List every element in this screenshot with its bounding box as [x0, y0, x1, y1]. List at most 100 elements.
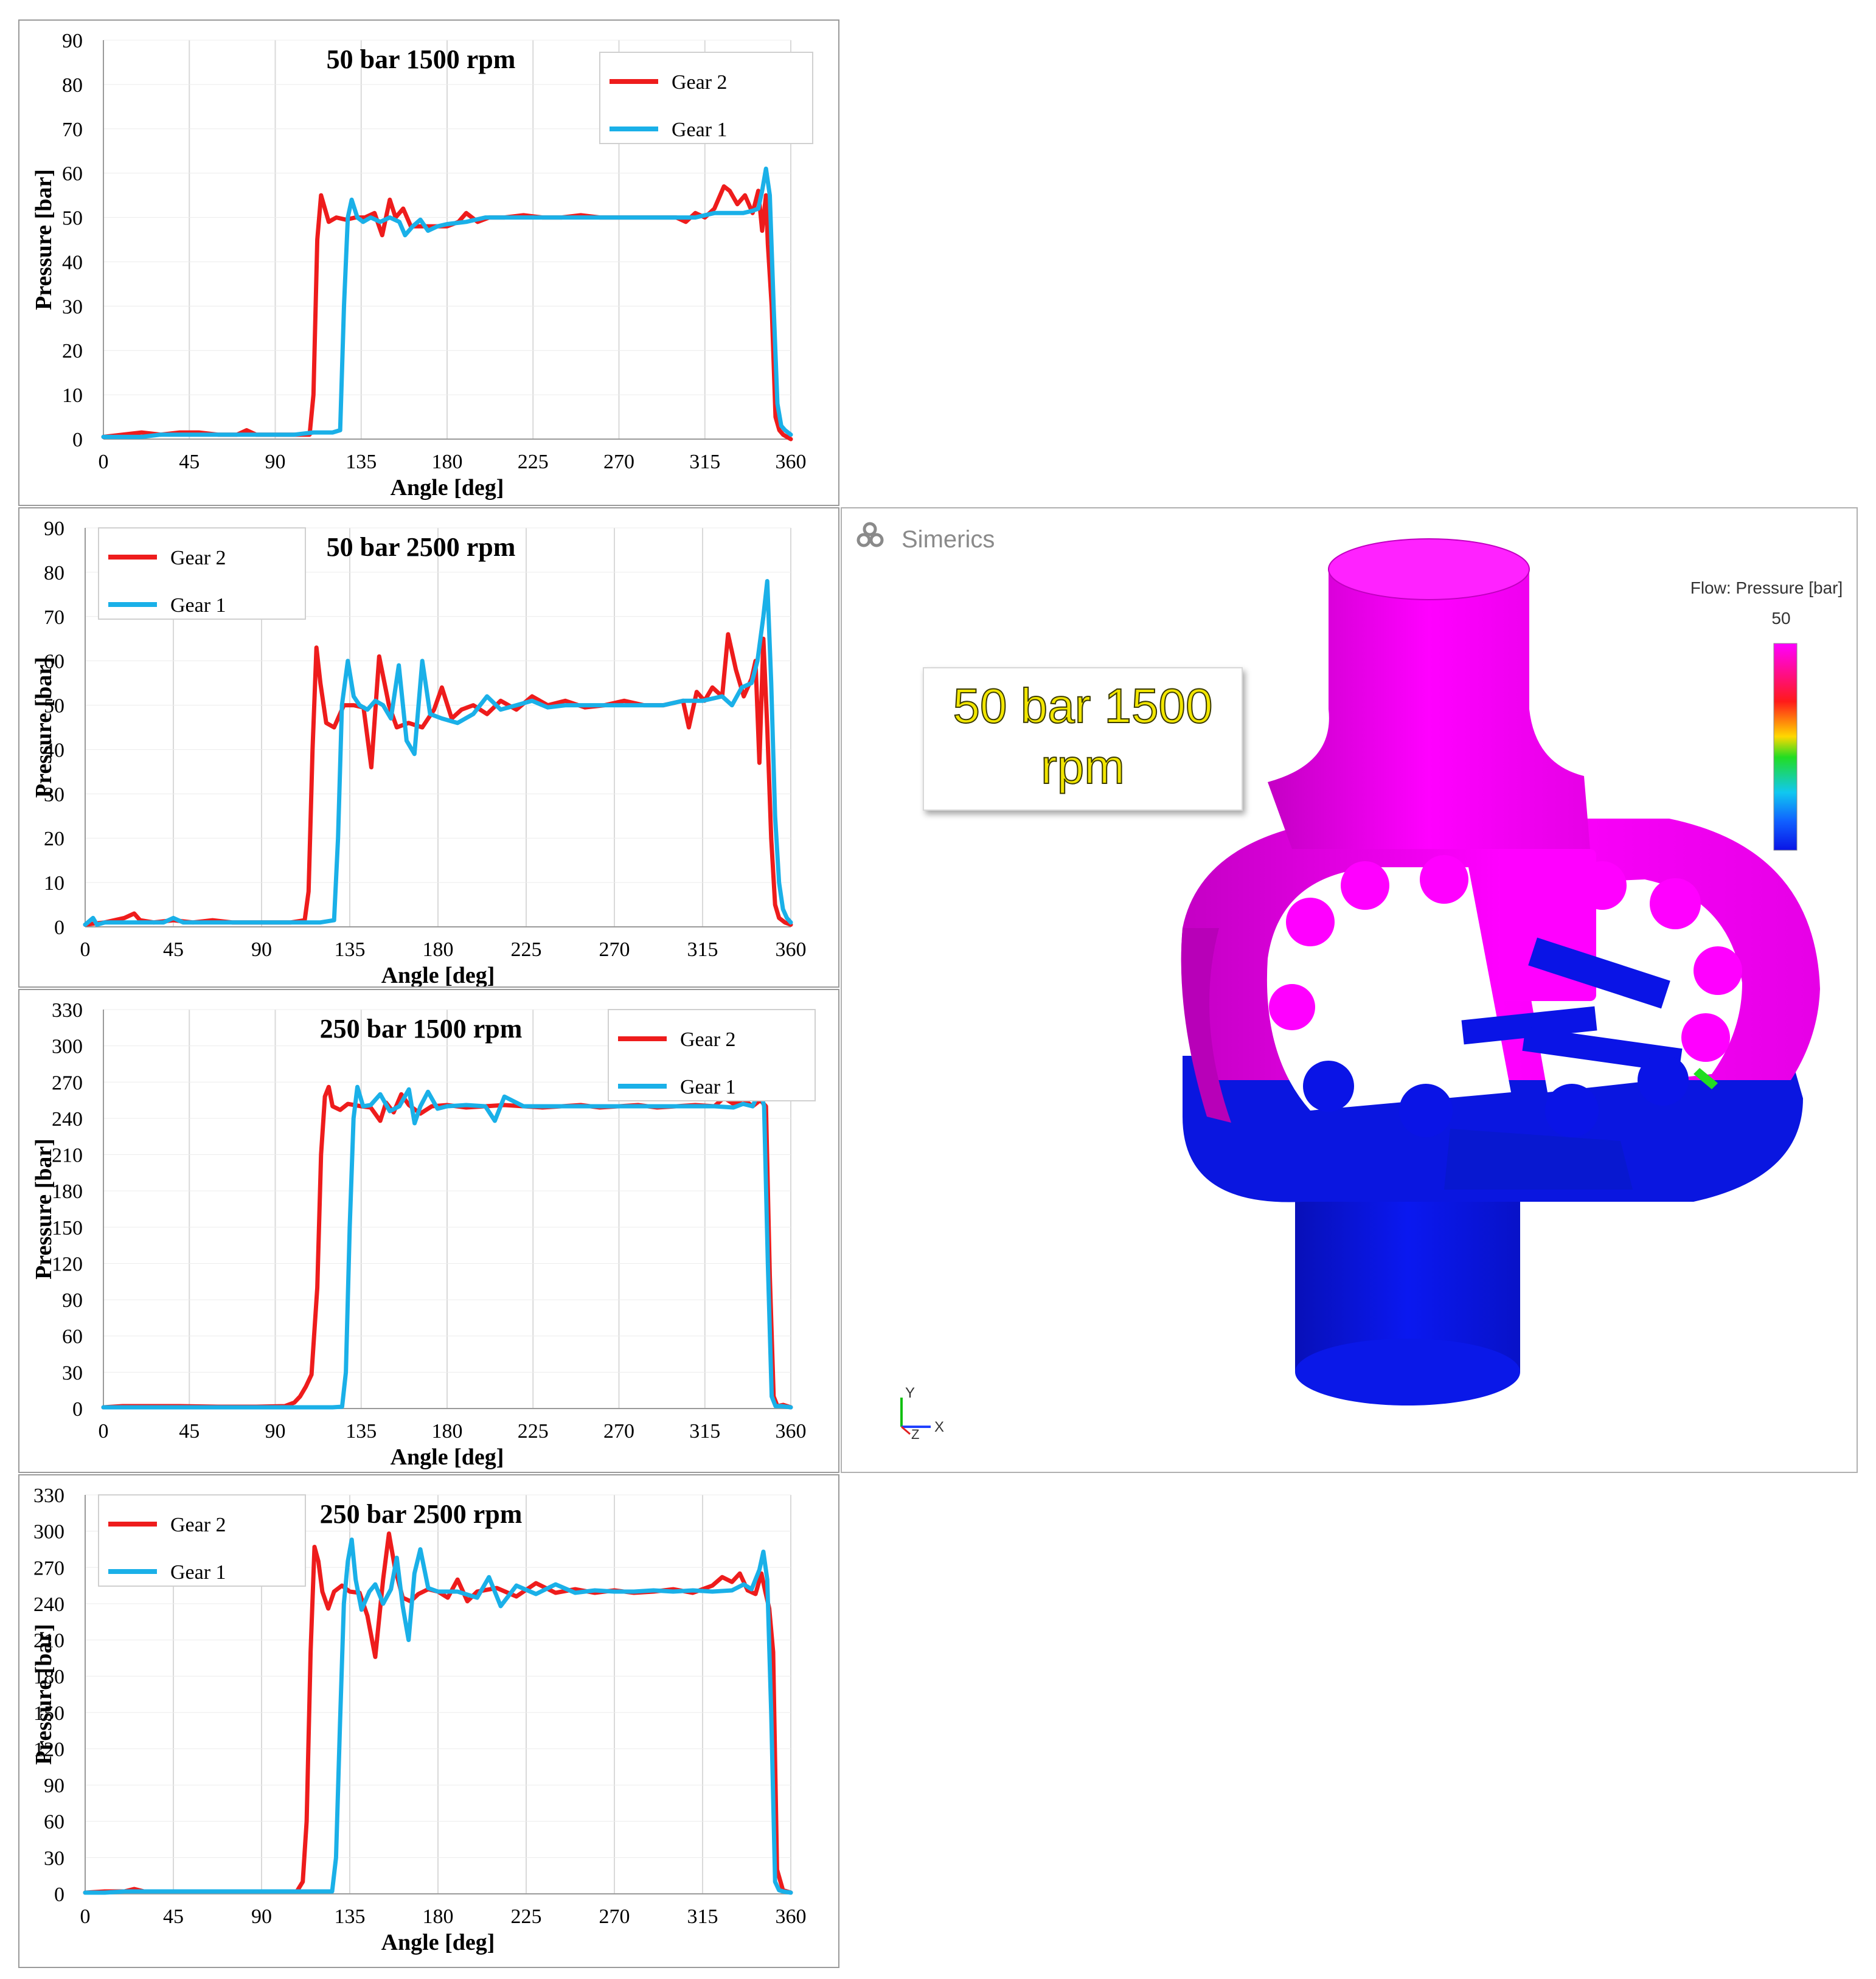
legend-label-gear-1: Gear 1 [170, 594, 226, 617]
y-tick-label: 210 [33, 1630, 64, 1652]
y-tick-label: 40 [62, 251, 83, 274]
x-tick-label: 90 [251, 938, 272, 961]
y-tick-label: 60 [44, 651, 64, 673]
y-tick-label: 270 [33, 1557, 64, 1579]
x-tick-label: 180 [423, 938, 454, 961]
y-tick-label: 60 [62, 1326, 83, 1348]
y-tick-label: 0 [54, 1884, 64, 1906]
axis-triad-z-line [901, 1426, 911, 1435]
pump-model [1181, 538, 1820, 1405]
x-axis-label: Angle [deg] [381, 1930, 495, 1955]
y-tick-label: 60 [44, 1811, 64, 1834]
x-tick-label: 0 [99, 451, 109, 473]
y-tick-label: 330 [52, 999, 83, 1022]
x-tick-label: 270 [603, 451, 634, 473]
x-tick-label: 135 [335, 938, 366, 961]
y-tick-label: 0 [72, 1398, 83, 1421]
x-tick-label: 225 [511, 938, 542, 961]
simulation-panel: Simerics 50 bar 1500 rpm [841, 507, 1858, 1473]
caption-box: 50 bar 1500 rpm [923, 667, 1243, 811]
y-tick-label: 300 [52, 1036, 83, 1058]
x-tick-label: 270 [603, 1420, 634, 1443]
chart-title: 50 bar 2500 rpm [327, 532, 516, 562]
x-tick-label: 180 [432, 451, 463, 473]
x-tick-label: 135 [346, 1420, 377, 1443]
simerics-logo-text: Simerics [902, 526, 995, 553]
legend-label-gear-2: Gear 2 [680, 1028, 736, 1051]
outlet-pipe-lower [1295, 1147, 1520, 1390]
simulation-svg: Simerics 50 bar 1500 rpm [856, 522, 1843, 1442]
series-line-gear-1 [83, 1537, 793, 1895]
x-tick-label: 45 [163, 938, 184, 961]
x-axis-label: Angle [deg] [381, 963, 495, 986]
axis-triad: Y X Z [900, 1385, 944, 1442]
legend-label-gear-2: Gear 2 [170, 1514, 226, 1536]
x-tick-label: 180 [423, 1905, 454, 1928]
chart-title: 250 bar 2500 rpm [320, 1499, 523, 1529]
colorbar-title: Flow: Pressure [bar] [1690, 578, 1843, 597]
chart-panel-50bar-1500rpm: 0 45 90 135 180 225 270 315 360 0 10 20 30 40 50 60 70 80… [18, 19, 839, 506]
y-tick-label: 180 [52, 1180, 83, 1203]
y-tick-label: 90 [62, 30, 83, 52]
chart-svg: 0 45 90 135 180 225 270 315 360 0 10 20 30 40 50 60 70 80… [31, 518, 807, 988]
chart-svg: 0 45 90 135 180 225 270 315 360 0 10 20 30 40 50 60 70 80… [31, 30, 813, 501]
y-tick-label: 60 [62, 163, 83, 185]
series-line-gear-1 [101, 166, 793, 439]
colorbar-max-label: 50 [1771, 609, 1790, 628]
x-tick-label: 225 [518, 451, 549, 473]
legend-label-gear-1: Gear 1 [170, 1561, 226, 1584]
caption-line-2: rpm [1041, 740, 1125, 794]
y-tick-label: 50 [44, 695, 64, 718]
x-tick-label: 270 [599, 1905, 630, 1928]
y-tick-label: 40 [44, 739, 64, 761]
legend: Gear 2 Gear 1 [599, 52, 813, 144]
inlet-pipe-body [1268, 569, 1590, 849]
axis-triad-z-label: Z [911, 1427, 919, 1442]
axis-triad-x-label: X [934, 1419, 944, 1435]
x-tick-label: 135 [335, 1905, 366, 1928]
x-tick-label: 45 [179, 1420, 200, 1443]
legend-label-gear-1: Gear 1 [672, 119, 728, 141]
plot-series [101, 1084, 793, 1410]
y-tick-label: 240 [52, 1108, 83, 1131]
chart-panel-250bar-2500rpm: 0 45 90 135 180 225 270 315 360 0 30 60 90 120 150 180 2… [18, 1474, 839, 1968]
y-axis-label: Pressure [bar] [31, 1624, 57, 1765]
housing-side-face [1181, 928, 1231, 1123]
series-line-gear-2 [101, 1084, 793, 1410]
y-tick-label: 0 [72, 429, 83, 451]
chart-title: 250 bar 1500 rpm [320, 1014, 523, 1044]
x-tick-label: 315 [689, 1420, 720, 1443]
x-tick-label: 360 [776, 938, 807, 961]
y-tick-label: 150 [33, 1702, 64, 1725]
x-axis-label: Angle [deg] [391, 475, 504, 501]
x-tick-label: 0 [99, 1420, 109, 1443]
x-tick-label: 315 [687, 938, 718, 961]
legend-label-gear-2: Gear 2 [170, 547, 226, 569]
y-tick-label: 150 [52, 1217, 83, 1239]
outlet-pipe-bottom [1295, 1339, 1520, 1405]
y-tick-label: 30 [44, 783, 64, 806]
y-tick-label: 80 [44, 562, 64, 584]
y-tick-label: 30 [62, 296, 83, 318]
x-tick-label: 225 [518, 1420, 549, 1443]
legend: Gear 2 Gear 1 [98, 1494, 306, 1587]
chart-panel-250bar-1500rpm: 0 45 90 135 180 225 270 315 360 0 30 60 90 120 150 180 2… [18, 989, 839, 1473]
x-tick-label: 45 [163, 1905, 184, 1928]
y-tick-label: 20 [62, 340, 83, 362]
y-tick-label: 330 [33, 1485, 64, 1507]
y-tick-label: 20 [44, 828, 64, 850]
x-tick-label: 315 [687, 1905, 718, 1928]
y-tick-label: 90 [44, 1775, 64, 1797]
y-axis-label: Pressure [bar] [31, 657, 57, 798]
plot-series [101, 166, 793, 442]
y-tick-label: 10 [62, 384, 83, 407]
pressure-colorbar: Flow: Pressure [bar] 50 [1690, 578, 1843, 851]
y-tick-label: 300 [33, 1521, 64, 1544]
y-axis-label: Pressure [bar] [31, 169, 57, 310]
x-axis-label: Angle [deg] [391, 1444, 504, 1470]
gear-teeth-lower [1303, 937, 1689, 1190]
y-tick-label: 240 [33, 1593, 64, 1616]
y-tick-label: 180 [33, 1666, 64, 1688]
y-tick-label: 70 [44, 606, 64, 629]
plot-series [83, 579, 793, 927]
